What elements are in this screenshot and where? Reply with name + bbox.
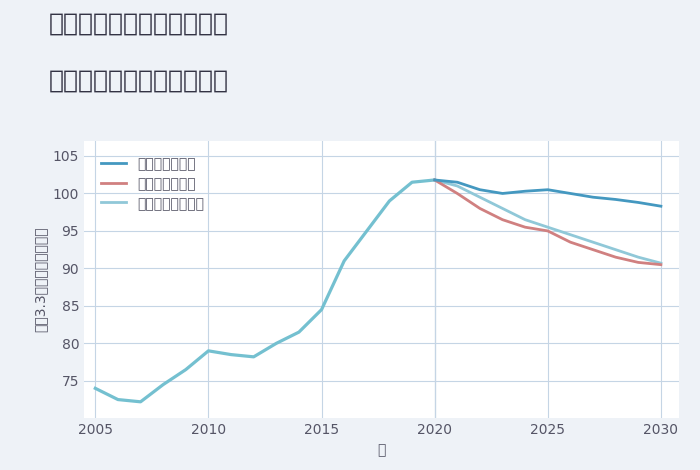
Legend: グッドシナリオ, バッドシナリオ, ノーマルシナリオ: グッドシナリオ, バッドシナリオ, ノーマルシナリオ: [97, 154, 209, 215]
Y-axis label: 坪（3.3㎡）単価（万円）: 坪（3.3㎡）単価（万円）: [33, 227, 47, 332]
Text: 中古マンションの価格推移: 中古マンションの価格推移: [49, 68, 229, 92]
X-axis label: 年: 年: [377, 443, 386, 457]
Text: 兵庫県姫路市大津区新町の: 兵庫県姫路市大津区新町の: [49, 12, 229, 36]
